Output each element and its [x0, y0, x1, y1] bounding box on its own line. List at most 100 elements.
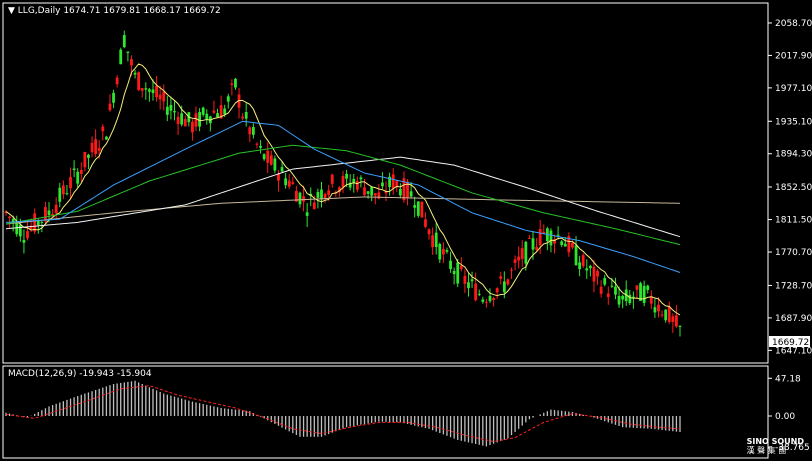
candle-body: [255, 143, 259, 145]
candle-body: [391, 174, 395, 189]
ma-line: [5, 156, 681, 238]
candle-body: [366, 191, 370, 194]
moving-averages: [5, 63, 681, 316]
candle-body: [657, 304, 660, 312]
candle-body: [467, 282, 470, 289]
candle-body: [294, 190, 298, 202]
macd-panel: [5, 380, 681, 447]
candle-body: [94, 139, 98, 155]
candle-body: [574, 245, 578, 266]
candle-body: [234, 78, 237, 88]
candle-body: [312, 202, 316, 209]
price-tick-label: 2017.90: [775, 51, 812, 61]
candle-body: [348, 182, 352, 188]
candle-body: [277, 173, 280, 181]
candle-body: [194, 113, 198, 127]
candle-body: [97, 147, 101, 151]
candle-body: [11, 218, 15, 223]
candle-body: [631, 296, 635, 299]
candle-body: [459, 265, 463, 270]
candle-body: [463, 275, 467, 284]
candle-body: [298, 192, 302, 205]
candle-body: [291, 182, 295, 184]
candle-body: [531, 238, 535, 250]
candle-body: [101, 126, 105, 132]
candle-body: [54, 204, 58, 213]
candle-body: [219, 105, 223, 119]
candle-body: [251, 126, 255, 135]
price-tick-label: 1728.70: [775, 281, 812, 291]
candle-body: [488, 295, 492, 302]
candle-body: [198, 112, 201, 127]
candle-body: [402, 178, 406, 201]
candle-body: [40, 221, 44, 223]
macd-tick-label: -38.765: [775, 443, 810, 453]
candle-body: [162, 91, 166, 102]
candle-body: [51, 214, 55, 216]
candle-body: [61, 185, 65, 195]
candle-body: [280, 167, 284, 172]
candle-body: [327, 190, 331, 195]
candle-body: [384, 191, 388, 194]
candle-body: [305, 212, 309, 216]
candle-body: [678, 325, 682, 327]
candle-body: [416, 201, 420, 216]
candle-body: [259, 145, 262, 148]
candle-body: [510, 269, 513, 271]
candle-body: [341, 175, 345, 188]
candle-body: [22, 239, 26, 243]
candle-body: [58, 187, 62, 202]
candle-body: [176, 116, 180, 124]
candle-body: [445, 250, 449, 252]
candle-body: [553, 239, 556, 244]
candle-body: [169, 104, 173, 111]
candle-body: [248, 127, 252, 135]
candle-body: [155, 85, 158, 98]
candle-body: [244, 111, 248, 119]
candle-body: [517, 256, 521, 261]
candle-body: [470, 279, 474, 282]
sino-sound-logo: SINO SOUND 漢 聲 集 團: [747, 437, 804, 455]
logo-name: SINO SOUND: [746, 437, 804, 446]
chart-frame: [2, 2, 769, 459]
candle-body: [653, 307, 657, 313]
candle-body: [79, 169, 83, 174]
candle-body: [452, 270, 456, 275]
symbol-label: LLG,Daily: [17, 6, 61, 16]
candle-body: [535, 247, 538, 250]
chart-header: ▼ LLG,Daily 1674.71 1679.81 1668.17 1669…: [8, 6, 221, 16]
candle-body: [542, 231, 546, 234]
macd-axis: 47.18 0.00 -38.765: [768, 374, 810, 453]
candle-body: [18, 224, 22, 237]
candle-body: [646, 285, 650, 290]
candle-body: [441, 248, 445, 255]
candle-body: [205, 113, 209, 119]
candle-body: [549, 230, 553, 246]
candle-body: [90, 142, 94, 153]
candle-body: [104, 136, 108, 140]
candle-body: [388, 176, 392, 187]
candle-body: [406, 181, 409, 198]
candle-body: [377, 192, 381, 199]
candle-body: [413, 205, 417, 208]
candle-body: [513, 259, 517, 263]
candle-body: [363, 187, 366, 196]
candle-body: [617, 296, 621, 305]
candle-body: [287, 180, 291, 187]
candle-body: [639, 283, 642, 301]
candle-body: [269, 155, 273, 165]
candle-body: [560, 241, 564, 246]
candle-body: [158, 94, 162, 100]
candle-body: [667, 306, 671, 322]
candle-body: [241, 116, 245, 119]
candle-body: [183, 119, 187, 127]
candle-body: [603, 278, 607, 285]
ohlc-values: 1674.71 1679.81 1668.17 1669.72: [63, 6, 221, 16]
candle-body: [65, 193, 69, 195]
candle-body: [8, 216, 11, 219]
candle-body: [578, 262, 582, 270]
candle-body: [108, 103, 112, 111]
candle-body: [151, 89, 155, 94]
price-tick-label: 1811.50: [775, 216, 812, 226]
menu-triangle-icon[interactable]: ▼: [8, 6, 15, 16]
